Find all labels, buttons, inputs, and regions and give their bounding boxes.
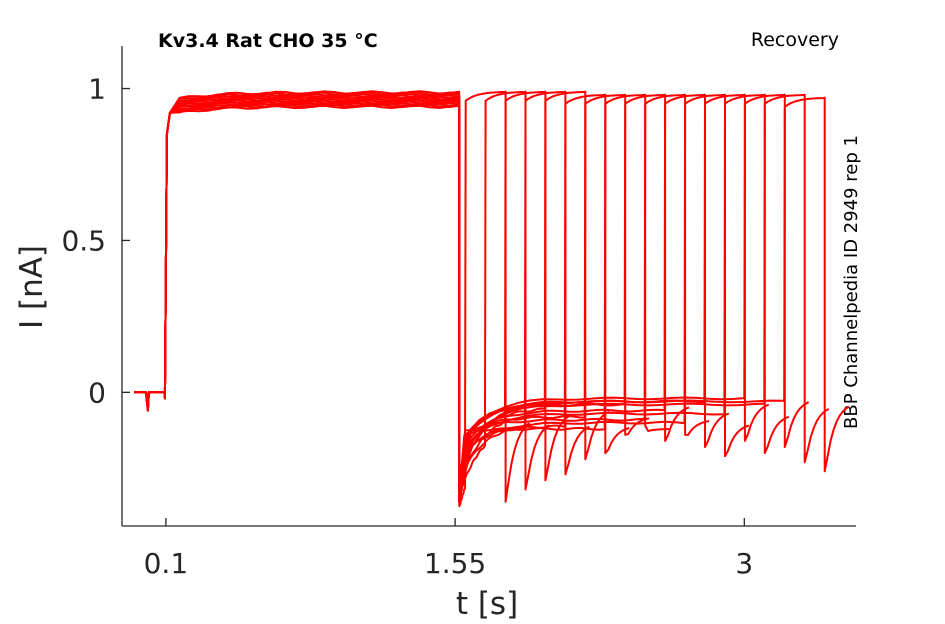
sweep-1: [134, 90, 531, 508]
sweep-3: [134, 90, 570, 497]
x-tick-label-0: 0.1: [144, 547, 189, 580]
protocol-label: Recovery: [751, 29, 839, 51]
sweep-11: [134, 93, 730, 497]
y-axis-label: I [nA]: [14, 245, 50, 329]
sweep-8: [134, 91, 670, 503]
x-tick-label-1: 1.55: [424, 547, 486, 580]
sweep-12: [134, 93, 750, 503]
chart-title: Kv3.4 Rat CHO 35 °C: [158, 30, 378, 52]
side-label: BBP Channelpedia ID 2949 rep 1: [841, 135, 862, 429]
sweep-13: [134, 90, 770, 485]
sweep-7: [134, 93, 650, 497]
traces: [134, 90, 850, 508]
sweep-16: [134, 93, 830, 503]
y-tick-label-1: 0.5: [61, 224, 106, 257]
sweep-4: [134, 90, 590, 503]
sweep-15: [134, 92, 810, 497]
sweep-14: [134, 93, 790, 491]
sweep-2: [134, 90, 550, 493]
y-tick-label-2: 1: [88, 73, 106, 106]
sweep-17: [134, 95, 850, 485]
x-ticks: 0.1 1.55 3: [144, 518, 753, 580]
y-ticks: 00.51: [61, 73, 130, 409]
x-axis-label: t [s]: [456, 586, 518, 622]
x-tick-label-2: 3: [735, 547, 753, 580]
y-tick-label-0: 0: [88, 376, 106, 409]
sweep-9: [134, 93, 690, 485]
